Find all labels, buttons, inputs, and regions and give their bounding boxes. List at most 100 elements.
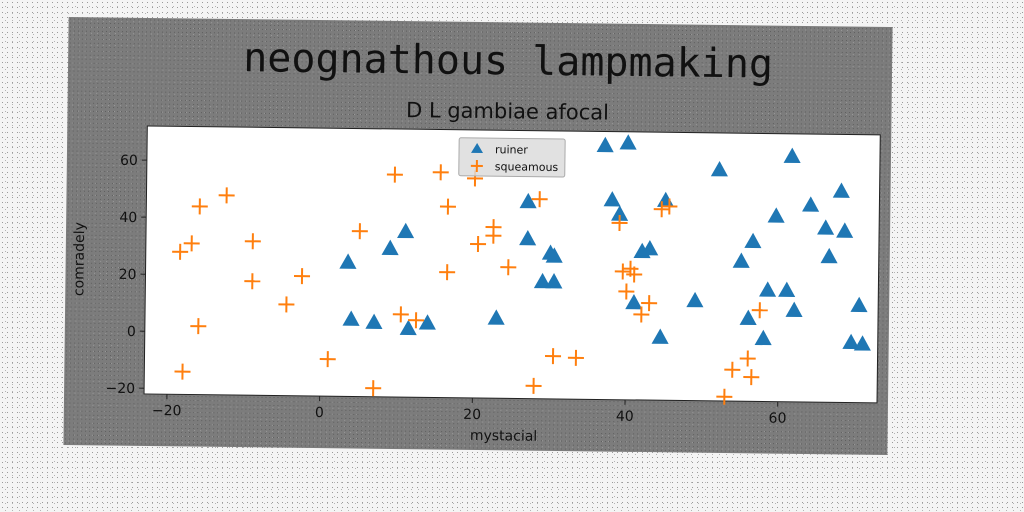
ruiner-point	[732, 252, 750, 268]
ruiner-point	[365, 313, 383, 330]
squeamous-point	[531, 191, 548, 208]
legend-label-squeamous: squeamous	[495, 160, 559, 174]
squeamous-point	[716, 388, 733, 405]
ruiner-point	[759, 281, 777, 297]
ruiner-point	[802, 196, 820, 212]
legend-marker-squeamous	[470, 159, 483, 172]
legend-label-ruiner: ruiner	[495, 143, 528, 156]
plot-area	[143, 125, 881, 404]
ruiner-point	[418, 314, 436, 330]
ruiner-point	[519, 229, 537, 246]
squeamous-point	[661, 198, 678, 215]
chart-subtitle: D L gambiae afocal	[406, 98, 609, 124]
squeamous-point	[724, 361, 741, 378]
ruiner-point	[487, 309, 505, 325]
squeamous-point	[278, 296, 295, 313]
squeamous-point	[439, 264, 456, 281]
squeamous-point	[174, 363, 191, 380]
ruiner-point	[381, 239, 399, 256]
ruiner-point	[596, 136, 614, 153]
squeamous-point	[633, 306, 650, 323]
squeamous-point	[244, 273, 261, 290]
ruiner-point	[842, 333, 860, 350]
scatter-chart: neognathous lampmaking D L gambiae afoca…	[71, 35, 881, 445]
squeamous-point	[525, 377, 542, 394]
ruiner-point	[533, 272, 551, 289]
squeamous-point	[653, 201, 670, 218]
ruiner-point	[778, 281, 796, 297]
ruiner-point	[611, 205, 629, 221]
squeamous-point	[294, 268, 311, 285]
squeamous-point	[618, 283, 635, 300]
squeamous-point	[183, 235, 200, 252]
squeamous-point	[190, 318, 207, 335]
ruiner-point	[686, 291, 704, 308]
ruiner-point	[619, 134, 637, 150]
squeamous-point	[439, 198, 456, 215]
y-tick-label: 60	[120, 153, 138, 169]
ruiner-point	[832, 182, 850, 198]
squeamous-point	[408, 312, 425, 329]
squeamous-point	[470, 236, 487, 253]
squeamous-point	[432, 164, 449, 181]
ruiner-point	[853, 335, 871, 351]
legend-triangle	[471, 142, 484, 154]
squeamous-point	[351, 223, 368, 240]
squeamous-point	[611, 214, 628, 231]
x-tick-label: 20	[463, 407, 481, 423]
squeamous-point	[218, 187, 235, 204]
ruiner-point	[397, 222, 415, 239]
ruiner-point	[641, 239, 659, 256]
squeamous-point	[567, 349, 584, 366]
ruiner-point	[785, 301, 803, 318]
squeamous-point	[485, 227, 502, 244]
ruiner-point	[625, 293, 643, 310]
squeamous-point	[500, 259, 517, 276]
ruiner-point	[651, 328, 669, 344]
legend-marker-ruiner	[471, 142, 484, 154]
squeamous-point	[739, 350, 756, 367]
figure-panel: neognathous lampmaking D L gambiae afoca…	[63, 16, 893, 456]
ruiner-point	[817, 219, 835, 235]
ruiner-point	[850, 296, 868, 313]
squeamous-point	[319, 351, 336, 368]
y-tick-label: −20	[105, 381, 135, 397]
squeamous-point	[614, 263, 631, 280]
squeamous-point	[172, 243, 189, 260]
ruiner-point	[739, 309, 757, 326]
squeamous-point	[365, 380, 382, 397]
x-tick-label: 40	[616, 409, 634, 425]
x-tick-label: 60	[769, 411, 787, 427]
ruiner-point	[836, 222, 854, 238]
x-tick-label: −20	[152, 403, 182, 419]
y-tick-label: 20	[119, 267, 137, 283]
ruiner-point	[710, 161, 728, 177]
chart-title: neognathous lampmaking	[243, 35, 773, 87]
x-tick-label: 0	[315, 405, 324, 421]
squeamous-point	[743, 369, 760, 386]
squeamous-point	[626, 266, 643, 283]
ruiner-point	[754, 329, 772, 346]
ruiner-point	[744, 232, 762, 249]
squeamous-point	[386, 166, 403, 183]
y-tick-label: 40	[119, 210, 137, 226]
legend: ruiner squeamous	[458, 137, 566, 178]
ruiner-point	[545, 273, 563, 289]
ruiner-point	[342, 310, 360, 326]
squeamous-point	[392, 306, 409, 323]
squeamous-point	[641, 295, 658, 312]
squeamous-point	[751, 302, 768, 319]
squeamous-point	[545, 348, 562, 365]
ruiner-point	[767, 207, 785, 223]
ruiner-point	[339, 253, 357, 269]
squeamous-point	[244, 233, 261, 250]
x-axis-label: mystacial	[470, 428, 538, 445]
ruiner-point	[603, 191, 621, 207]
y-tick-label: 0	[127, 324, 136, 340]
data-points	[172, 134, 871, 405]
axis-ticks: −20 0 20 40 60 −20 0 20 40 60	[105, 153, 787, 427]
ruiner-point	[519, 192, 537, 209]
squeamous-point	[191, 198, 208, 215]
ruiner-point	[783, 147, 801, 164]
